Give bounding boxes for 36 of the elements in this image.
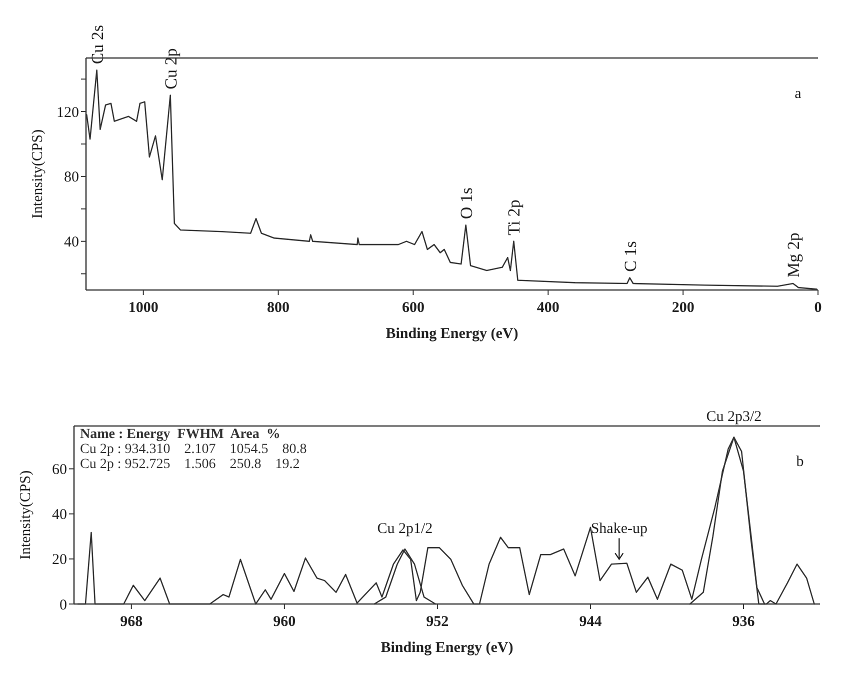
x-axis-title: Binding Energy (eV) bbox=[380, 640, 514, 656]
x-tick-label: 800 bbox=[267, 300, 290, 316]
y-tick-label: 40 bbox=[64, 234, 79, 251]
annotation: Cu 2p : 934.310 2.107 1054.5 80.8 bbox=[80, 442, 307, 457]
x-tick-label: 968 bbox=[120, 614, 143, 630]
text: b bbox=[796, 454, 804, 470]
x-tick-label: 952 bbox=[426, 614, 449, 630]
x-tick-label: 600 bbox=[402, 300, 424, 316]
y-tick-label: 0 bbox=[60, 597, 67, 614]
text: a bbox=[794, 86, 802, 102]
annotation: Cu 2p1/2 bbox=[377, 521, 433, 538]
y-tick-label: 80 bbox=[64, 170, 79, 186]
y-axis-title: Intensity(CPS) bbox=[30, 129, 46, 219]
annotation: Cu 2p : 952.725 1.506 250.8 19.2 bbox=[80, 457, 300, 472]
annotation: C 1s bbox=[620, 241, 640, 272]
annotation: Cu 2p3/2 bbox=[706, 409, 762, 425]
annotation: Cu 2p bbox=[161, 48, 180, 90]
x-tick-label: 960 bbox=[273, 614, 296, 630]
annotation: Ti 2p bbox=[504, 200, 524, 236]
x-tick-label: 0 bbox=[814, 300, 822, 316]
y-axis-title: Intensity(CPS) bbox=[18, 470, 34, 560]
x-tick-label: 1000 bbox=[128, 300, 158, 316]
y-tick-label: 120 bbox=[56, 104, 79, 121]
x-tick-label: 200 bbox=[672, 300, 694, 316]
annotation: O 1s bbox=[456, 187, 476, 220]
annotation: Shake-up bbox=[590, 521, 648, 538]
x-tick-label: 400 bbox=[536, 300, 560, 316]
annotation: Cu 2s bbox=[88, 24, 107, 64]
y-tick-label: 20 bbox=[52, 552, 67, 568]
y-tick-label: 40 bbox=[52, 507, 67, 524]
annotation: Mg 2p bbox=[784, 232, 804, 278]
x-axis-title: Binding Energy (eV) bbox=[386, 326, 518, 342]
y-tick-label: 60 bbox=[52, 462, 67, 478]
x-tick-label: 944 bbox=[579, 614, 602, 630]
annotation: Name : Energy FWHM Area % bbox=[80, 427, 280, 442]
x-tick-label: 936 bbox=[732, 614, 756, 630]
